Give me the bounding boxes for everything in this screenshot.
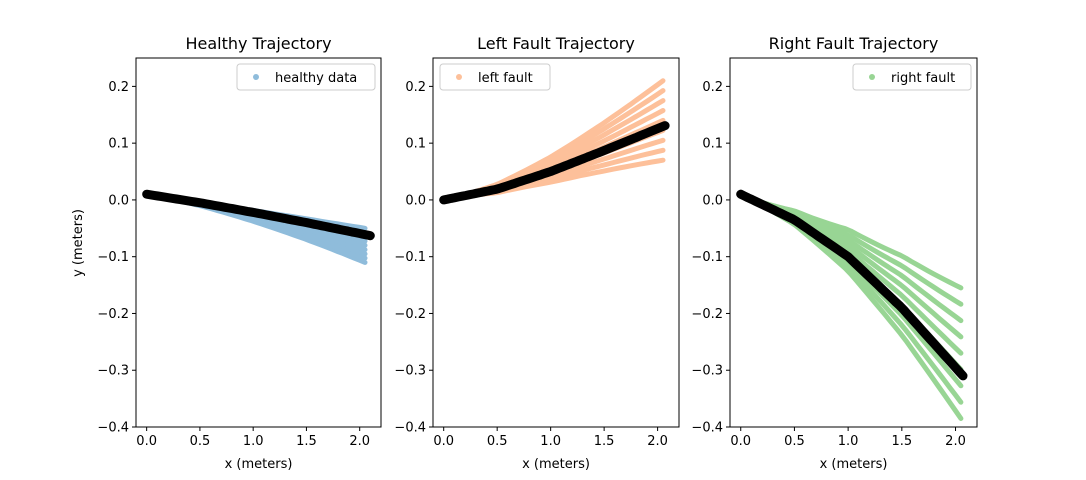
legend-marker <box>869 74 875 80</box>
panel-right-fault: Right Fault Trajectory 0.0 0.5 1.0 1.5 2.00.… <box>691 34 978 472</box>
axes-frame <box>135 57 382 428</box>
y-tick-label: −0.1 <box>394 250 426 265</box>
x-tick-label: 0.0 <box>433 434 454 449</box>
y-tick-label: 0.0 <box>405 193 426 208</box>
y-tick-label: −0.3 <box>394 364 426 379</box>
x-tick-label: 2.0 <box>647 434 668 449</box>
x-tick-label: 0.5 <box>190 434 211 449</box>
x-axis-label-right-fault: x (meters) <box>820 457 888 472</box>
panel-healthy: Healthy Trajectory 0.0 0.5 1.0 1.5 2.0 0.2 0.1… <box>97 34 382 472</box>
plot-area-right-fault: 0.0 0.5 1.0 1.5 2.0 0.2 0.1 0.0 −0.1 −0.2 −0.3 −0.4… <box>691 57 978 449</box>
y-tick-label: −0.2 <box>394 307 426 322</box>
x-tick-label: 1.5 <box>891 434 912 449</box>
y-tick-label: 0.1 <box>702 137 723 152</box>
plot-area-healthy: 0.0 0.5 1.0 1.5 2.0 0.2 0.1 0.0 −0.1 −0.2 −0.3 −0.4… <box>97 57 382 449</box>
x-tick-label: 0.5 <box>784 434 805 449</box>
legend-marker <box>456 74 462 80</box>
reference-trajectory <box>142 189 375 241</box>
panel-title-left-fault: Left Fault Trajectory <box>477 34 635 53</box>
x-tick-label: 0.0 <box>136 434 157 449</box>
x-tick-label: 0.0 <box>730 434 751 449</box>
x-tick-label: 1.0 <box>243 434 264 449</box>
panel-title-healthy: Healthy Trajectory <box>185 34 331 53</box>
y-tick-label: −0.3 <box>691 364 723 379</box>
legend-box <box>852 63 972 91</box>
y-tick-label: −0.4 <box>97 421 129 436</box>
y-tick-label: 0.0 <box>702 193 723 208</box>
y-tick-label: −0.3 <box>97 364 129 379</box>
y-tick-label: −0.4 <box>394 421 426 436</box>
legend-box <box>236 63 376 91</box>
axes-frame <box>729 57 978 428</box>
plot-area-left-fault: 0.0 0.5 1.0 1.5 2.0 0.2 0.1 0.0 −0.1 −0.2 −0.3 −0.4… <box>394 57 680 449</box>
axes-frame <box>432 57 680 428</box>
panel-title-right-fault: Right Fault Trajectory <box>769 34 939 53</box>
x-tick-label: 1.0 <box>540 434 561 449</box>
y-tick-label: 0.0 <box>108 193 129 208</box>
y-tick-label: 0.2 <box>702 80 723 95</box>
y-tick-label: −0.1 <box>691 250 723 265</box>
legend-label: healthy data <box>275 71 357 86</box>
y-tick-label: −0.2 <box>97 307 129 322</box>
y-tick-label: −0.1 <box>97 250 129 265</box>
y-tick-label: 0.2 <box>108 80 129 95</box>
reference-trajectory <box>439 121 670 205</box>
legend-label: left fault <box>478 71 533 86</box>
y-tick-label: −0.4 <box>691 421 723 436</box>
y-tick-label: 0.1 <box>108 137 129 152</box>
y-axis-label: y (meters) <box>71 209 86 277</box>
y-tick-label: 0.2 <box>405 80 426 95</box>
x-tick-label: 2.0 <box>945 434 966 449</box>
x-axis-label-left-fault: x (meters) <box>522 457 590 472</box>
legend-marker <box>253 74 259 80</box>
y-tick-label: 0.1 <box>405 137 426 152</box>
x-axis-label-healthy: x (meters) <box>225 457 293 472</box>
legend-label: right fault <box>891 71 955 86</box>
x-tick-label: 1.5 <box>296 434 317 449</box>
y-tick-label: −0.2 <box>691 307 723 322</box>
x-tick-label: 1.5 <box>594 434 615 449</box>
reference-trajectory <box>736 189 968 381</box>
panel-left-fault: Left Fault Trajectory 0.0 0.5 1.0 1.5 2.0 0.2… <box>394 34 680 472</box>
x-tick-label: 1.0 <box>838 434 859 449</box>
x-tick-label: 2.0 <box>349 434 370 449</box>
x-tick-label: 0.5 <box>487 434 508 449</box>
legend-box <box>439 63 551 91</box>
